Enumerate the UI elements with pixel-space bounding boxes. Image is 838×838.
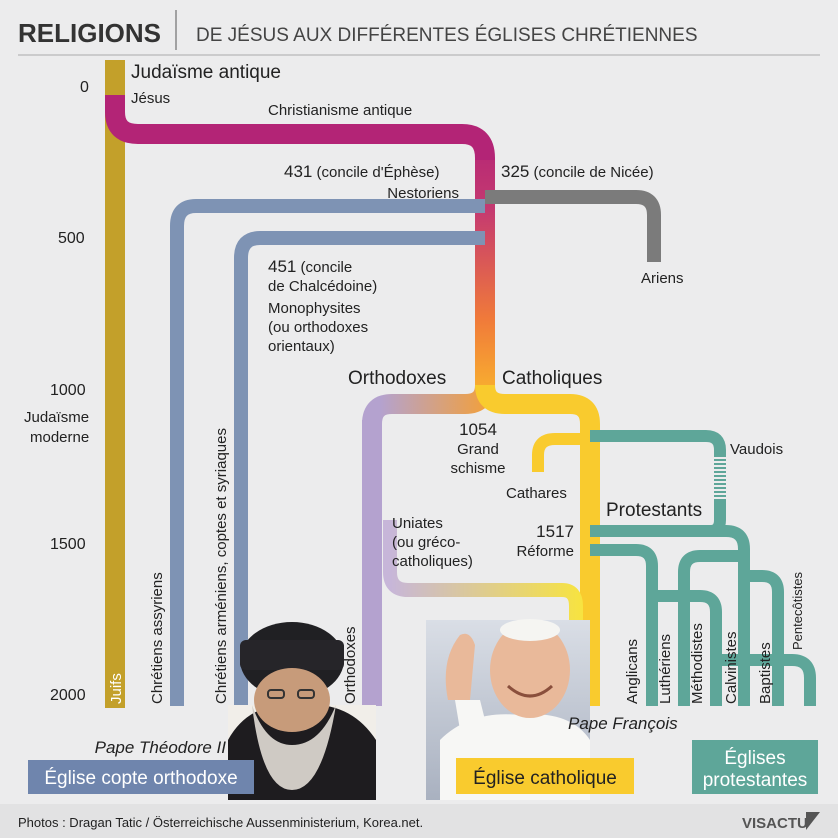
label-cathares: Cathares (506, 485, 567, 502)
photo-credit: Photos : Dragan Tatic / Österreichische … (18, 815, 423, 830)
caption-francois: Pape François (568, 714, 678, 733)
methodist-branch (652, 590, 722, 706)
label-vaudois: Vaudois (730, 441, 783, 458)
page-subtitle: DE JÉSUS AUX DIFFÉRENTES ÉGLISES CHRÉTIE… (196, 25, 698, 46)
branch-name-juifs: Juifs (108, 673, 125, 704)
label-ariens: Ariens (641, 270, 684, 287)
label-ephese-text: (concile d'Éphèse) (317, 164, 440, 181)
vaudois-branch (590, 430, 726, 455)
branch-name-anglicans: Anglicans (624, 639, 641, 704)
catholic-branch (475, 384, 600, 706)
box-protestantes-label-1: Églises (724, 748, 785, 769)
branch-name-orthodoxes: Orthodoxes (342, 626, 359, 704)
label-chalcedoine-year: 451 (268, 257, 296, 276)
label-uniates-1: Uniates (392, 515, 443, 532)
label-schisme-year: 1054 (459, 420, 497, 439)
branch-name-assyriens: Chrétiens assyriens (149, 572, 166, 704)
label-uniates-3: catholiques) (392, 553, 473, 570)
label-monophysites-2: (ou orthodoxes (268, 319, 368, 336)
label-schisme-2: schisme (450, 460, 505, 477)
pentecostal-branch (716, 654, 816, 706)
label-chalcedoine-2: de Chalcédoine) (268, 278, 377, 295)
box-copte: Église copte orthodoxe (28, 760, 254, 794)
label-ephese-year: 431 (284, 162, 312, 181)
year-label-500: 500 (58, 230, 85, 247)
year-label-1500: 1500 (50, 536, 86, 553)
branch-names: Juifs Chrétiens assyriens Chrétiens armé… (108, 428, 805, 704)
box-protestantes-label-2: protestantes (703, 770, 808, 791)
label-monophysites-3: orientaux) (268, 338, 335, 355)
anglican-branch (590, 544, 658, 706)
label-uniates-2: (ou gréco- (392, 534, 460, 551)
box-copte-label: Église copte orthodoxe (44, 768, 237, 789)
label-judaisme-moderne-2: moderne (30, 429, 89, 446)
branch-name-armeniens: Chrétiens arméniens, coptes et syriaques (213, 428, 230, 704)
label-chalcedoine-text: (concile (301, 259, 353, 276)
brand-mark-icon (806, 812, 820, 830)
label-reforme-text: Réforme (516, 543, 574, 560)
label-nestoriens: Nestoriens (387, 185, 459, 202)
box-catholique: Église catholique (456, 758, 634, 794)
label-judaisme-moderne-1: Judaïsme (24, 409, 89, 426)
label-judaisme-antique: Judaïsme antique (131, 62, 281, 83)
label-nicee-text: (concile de Nicée) (534, 164, 654, 181)
protestant-branch (590, 525, 750, 560)
uniate-branch (383, 520, 583, 706)
svg-text:451 (concile: 451 (concile (268, 257, 352, 276)
svg-text:325 (concile de Nicée): 325 (concile de Nicée) (501, 162, 654, 181)
branch-name-pentecotistes: Pentecôtistes (790, 571, 805, 650)
year-label-0: 0 (80, 79, 89, 96)
tree-labels: Judaïsme antique Jésus Christianisme ant… (24, 62, 783, 570)
footer: Photos : Dragan Tatic / Österreichische … (0, 804, 838, 838)
branch-name-lutheriens: Luthériens (657, 634, 674, 704)
brand-logo: VISACTU (742, 815, 808, 832)
photo-theodore (228, 622, 376, 800)
label-reforme-year: 1517 (536, 522, 574, 541)
box-catholique-label: Église catholique (473, 768, 617, 789)
label-protestants: Protestants (606, 500, 702, 521)
branches (105, 60, 816, 708)
year-label-1000: 1000 (50, 382, 86, 399)
label-monophysites-1: Monophysites (268, 300, 361, 317)
box-protestantes: Églises protestantes (692, 740, 818, 794)
caption-theodore: Pape Théodore II (95, 738, 227, 757)
cathar-branch (532, 433, 590, 472)
assyrian-branch (170, 199, 485, 706)
label-catholiques-head: Catholiques (502, 368, 602, 389)
label-schisme-1: Grand (457, 441, 499, 458)
page-title: RELIGIONS (18, 18, 161, 48)
header: RELIGIONS DE JÉSUS AUX DIFFÉRENTES ÉGLIS… (18, 10, 820, 56)
label-jesus: Jésus (131, 90, 170, 107)
arian-branch (485, 190, 661, 262)
monophysite-branch (234, 231, 485, 706)
branch-name-calvinistes: Calvinistes (723, 631, 740, 704)
early-christian-branch (105, 95, 495, 180)
label-christianisme-antique: Christianisme antique (268, 102, 412, 119)
label-orthodoxes-head: Orthodoxes (348, 368, 446, 389)
svg-text:431 (concile d'Éphèse): 431 (concile d'Éphèse) (284, 162, 439, 181)
label-nicee-year: 325 (501, 162, 529, 181)
year-label-2000: 2000 (50, 687, 86, 704)
lutheran-branch (678, 550, 744, 706)
judaism-branch (105, 60, 125, 708)
timeline-axis: 0 500 1000 1500 2000 (50, 79, 89, 704)
baptist-branch (744, 570, 784, 706)
branch-name-methodistes: Méthodistes (689, 623, 706, 704)
branch-name-baptistes: Baptistes (757, 642, 774, 704)
